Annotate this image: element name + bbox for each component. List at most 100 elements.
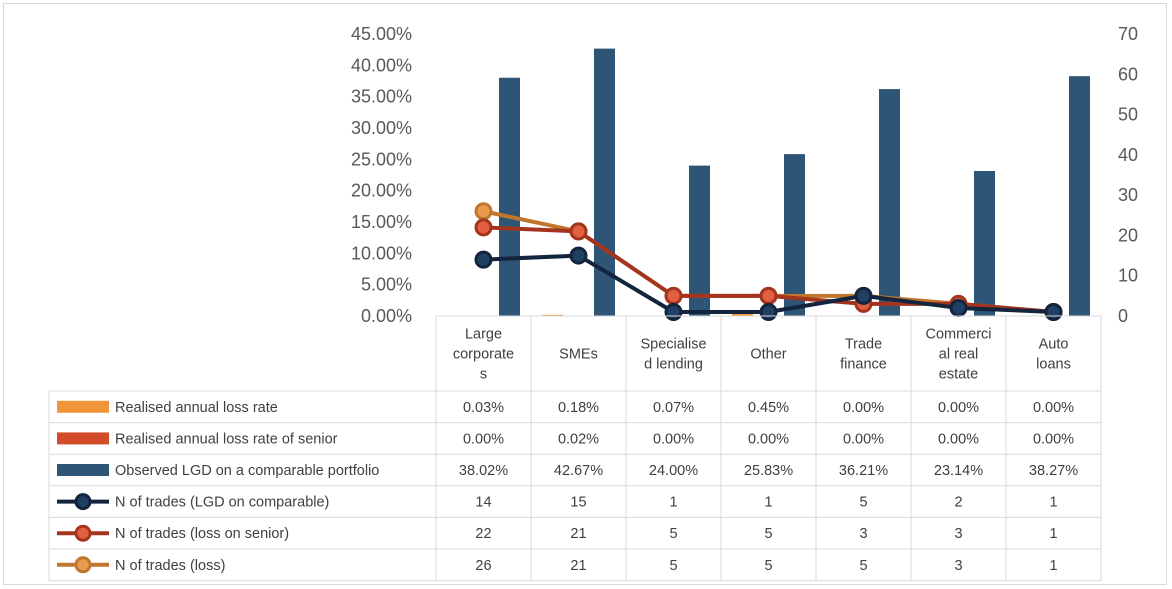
table-cell-value: 5 — [859, 495, 867, 511]
left-axis-tick-label: 10.00% — [351, 243, 412, 263]
chart-frame — [3, 3, 1167, 585]
legend-key-marker — [74, 556, 92, 574]
legend-key — [57, 464, 109, 476]
table-cell-value: 1 — [1049, 558, 1057, 574]
right-axis-tick-label: 20 — [1118, 225, 1138, 245]
legend-series-name: Observed LGD on a comparable portfolio — [115, 463, 379, 479]
table-cell-value: 14 — [475, 495, 491, 511]
line-marker — [1044, 302, 1063, 321]
table-cell-value: 5 — [669, 558, 677, 574]
bar — [594, 48, 615, 317]
category-labels: Large corporate s SMEs Specialise d lending Ot… — [453, 327, 1071, 383]
legend-series-name: N of trades (LGD on comparable) — [115, 495, 329, 511]
table-cell-value: 3 — [954, 558, 962, 574]
right-axis-tick-label: 50 — [1118, 105, 1138, 125]
table-cell-value: 0.00% — [843, 431, 884, 447]
table-cell-value: 1 — [764, 495, 772, 511]
right-axis-tick-label: 0 — [1118, 306, 1128, 326]
line-marker — [569, 222, 588, 241]
right-axis-tick-label: 70 — [1118, 24, 1138, 44]
table-cell-value: 2 — [954, 495, 962, 511]
table-cell-value: 42.67% — [554, 463, 603, 479]
table-cell-value: 21 — [570, 558, 586, 574]
legend-series-name: Realised annual loss rate — [115, 400, 278, 416]
table-cell-value: 38.27% — [1029, 463, 1078, 479]
legend-series-name: Realised annual loss rate of senior — [115, 431, 338, 447]
table-cell-value: 5 — [764, 526, 772, 542]
category-label: Specialise d lending — [640, 337, 706, 373]
table-cell-value: 0.03% — [463, 400, 504, 416]
table-cell-value: 0.00% — [938, 400, 979, 416]
bar — [689, 165, 710, 316]
line-marker — [759, 302, 778, 321]
category-label: Trade finance — [840, 337, 887, 373]
table-cell-value: 3 — [954, 526, 962, 542]
table-cell-value: 5 — [859, 558, 867, 574]
table-cell-value: 0.00% — [938, 431, 979, 447]
bars — [447, 48, 1090, 317]
legend-key-marker — [74, 524, 92, 542]
data-table-grid — [48, 315, 1102, 582]
right-axis: 0 10 20 30 40 50 60 70 — [1118, 24, 1138, 326]
line-marker — [664, 286, 683, 305]
legend-key-marker — [74, 493, 92, 511]
line-marker — [474, 202, 493, 221]
bar — [784, 154, 805, 316]
category-label: Auto loans — [1036, 337, 1071, 373]
table-cell-value: 5 — [669, 526, 677, 542]
bar — [732, 313, 753, 316]
left-axis: 0.00% 5.00% 10.00% 15.00% 20.00% 25.00% 30.00%… — [351, 24, 412, 326]
table-cell-value: 24.00% — [649, 463, 698, 479]
table-cell-value: 21 — [570, 526, 586, 542]
table-cell-value: 23.14% — [934, 463, 983, 479]
table-cell-value: 22 — [475, 526, 491, 542]
left-axis-tick-label: 25.00% — [351, 149, 412, 169]
left-axis-tick-label: 40.00% — [351, 55, 412, 75]
bar — [1069, 76, 1090, 316]
category-label: Large corporate s — [453, 327, 514, 383]
bar — [542, 314, 563, 316]
line-marker — [474, 218, 493, 237]
table-cell-value: 1 — [1049, 495, 1057, 511]
left-axis-tick-label: 5.00% — [361, 275, 412, 295]
category-label: SMEs — [559, 347, 598, 363]
data-table-rows: Realised annual loss rate 0.03% 0.18% 0.07%… — [57, 400, 1078, 574]
legend-key — [57, 400, 109, 413]
left-axis-tick-label: 20.00% — [351, 181, 412, 201]
legend-series-name: N of trades (loss) — [115, 558, 225, 574]
bar — [499, 77, 520, 316]
table-cell-value: 0.02% — [558, 431, 599, 447]
lines — [474, 202, 1063, 321]
right-axis-tick-label: 40 — [1118, 145, 1138, 165]
line-marker — [759, 286, 778, 305]
category-label: Other — [750, 347, 786, 363]
table-cell-value: 15 — [570, 495, 586, 511]
right-axis-tick-label: 30 — [1118, 185, 1138, 205]
line-marker — [949, 298, 968, 317]
table-cell-value: 26 — [475, 558, 491, 574]
bar — [879, 89, 900, 316]
table-cell-value: 0.00% — [748, 431, 789, 447]
line-marker — [474, 250, 493, 269]
left-axis-tick-label: 0.00% — [361, 306, 412, 326]
table-cell-value: 1 — [1049, 526, 1057, 542]
table-cell-value: 0.00% — [463, 431, 504, 447]
bar — [974, 170, 995, 316]
table-cell-value: 25.83% — [744, 463, 793, 479]
category-label: Commerci al real estate — [925, 327, 991, 383]
table-cell-value: 36.21% — [839, 463, 888, 479]
table-cell-value: 0.00% — [843, 400, 884, 416]
right-axis-tick-label: 10 — [1118, 266, 1138, 286]
legend-series-name: N of trades (loss on senior) — [115, 526, 289, 542]
left-axis-tick-label: 15.00% — [351, 212, 412, 232]
left-axis-tick-label: 30.00% — [351, 118, 412, 138]
line-marker — [854, 286, 873, 305]
table-cell-value: 1 — [669, 495, 677, 511]
line-marker — [664, 302, 683, 321]
table-cell-value: 3 — [859, 526, 867, 542]
table-cell-value: 0.00% — [653, 431, 694, 447]
legend-key — [57, 432, 109, 445]
right-axis-tick-label: 60 — [1118, 64, 1138, 84]
table-cell-value: 0.00% — [1033, 400, 1074, 416]
table-cell-value: 0.07% — [653, 400, 694, 416]
